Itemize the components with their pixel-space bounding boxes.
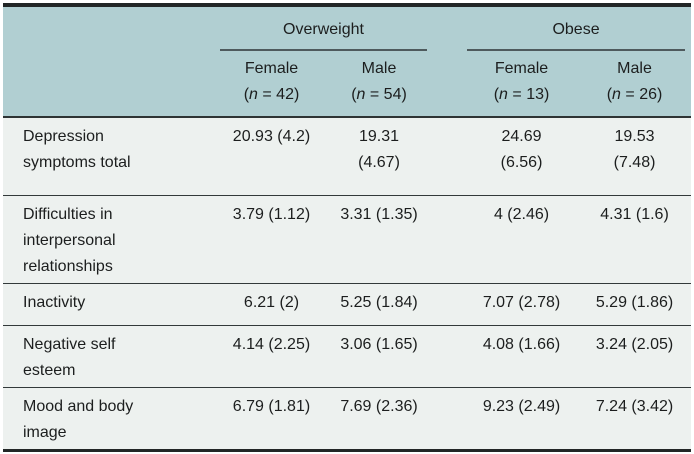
sex-label: Male [617,59,652,77]
gutter-cell [433,283,466,325]
sex-label: Male [361,59,397,77]
value-cell: 7.07 (2.78) [465,283,579,325]
row-label: Difficulties in interpersonal relationsh… [3,195,218,283]
group-header-row: Overweight Obese [3,7,692,117]
sample-size: (n = 13) [465,82,578,108]
value-cell: 6.79 (1.81) [218,387,325,449]
table-row-mood-and-body-image: Mood and body image 6.79 (1.81) 7.69 (2.… [3,387,692,449]
column-header-obese-female: Female (n = 13) [465,51,579,117]
group-header-obese: Obese [465,7,692,51]
subgroup-header-row: Female (n = 42) Male (n = 54) Female (n … [3,51,692,117]
value-cell: 9.23 (2.49) [465,387,579,449]
n-open: ( [351,85,357,103]
row-label: Mood and body image [3,387,218,449]
table-row-difficulties-interpersonal-relationships: Difficulties in interpersonal relationsh… [3,195,692,283]
value-cell: 5.29 (1.86) [578,283,692,325]
row-label: Depression symptoms total [3,117,218,195]
column-header-overweight-male: Male (n = 54) [325,51,434,117]
n-symbol: n [249,85,258,103]
n-open: ( [493,85,500,103]
value-cell: 4.14 (2.25) [218,325,325,387]
column-header-obese-male: Male (n = 26) [578,51,692,117]
gutter-cell [433,195,466,283]
group-label-overweight: Overweight [220,18,428,51]
gutter-cell [433,387,466,449]
corner-cell [3,7,218,117]
value-cell: 4 (2.46) [465,195,579,283]
value-cell: 4.08 (1.66) [465,325,579,387]
descriptives-table: Overweight Obese Female (n = 42) Male (n… [3,7,692,449]
sex-label: Female [244,59,299,77]
value-cell: 3.79 (1.12) [218,195,325,283]
group-header-overweight: Overweight [218,7,434,51]
column-header-overweight-female: Female (n = 42) [218,51,325,117]
table-row-depression-symptoms-total: Depression symptoms total 20.93 (4.2) 19… [3,117,692,195]
gutter-cell [433,117,466,195]
table-header: Overweight Obese Female (n = 42) Male (n… [3,7,692,117]
table-row-negative-self-esteem: Negative self esteem 4.14 (2.25) 3.06 (1… [3,325,692,387]
value-cell: 3.31 (1.35) [325,195,434,283]
n-symbol: n [356,85,366,103]
n-value: = 13) [507,85,550,103]
value-cell: 7.69 (2.36) [325,387,434,449]
row-label: Negative self esteem [3,325,218,387]
sample-size: (n = 42) [218,82,325,108]
n-value: = 54) [365,85,407,103]
n-value: = 26) [620,85,663,103]
value-cell: 19.31 (4.67) [325,117,434,195]
table-body: Depression symptoms total 20.93 (4.2) 19… [3,117,692,449]
value-cell: 3.06 (1.65) [325,325,434,387]
value-cell: 19.53 (7.48) [578,117,692,195]
n-value: = 42) [257,85,300,103]
value-cell: 5.25 (1.84) [325,283,434,325]
header-gutter [433,7,466,117]
sex-label: Female [494,59,549,77]
group-label-obese: Obese [467,18,686,51]
table-row-inactivity: Inactivity 6.21 (2) 5.25 (1.84) 7.07 (2.… [3,283,692,325]
row-label: Inactivity [3,283,218,325]
sample-size: (n = 26) [578,82,691,108]
value-cell: 7.24 (3.42) [578,387,692,449]
n-symbol: n [612,85,621,103]
value-cell: 24.69 (6.56) [465,117,579,195]
value-cell: 3.24 (2.05) [578,325,692,387]
n-open: ( [606,85,613,103]
statistics-table-wrapper: Overweight Obese Female (n = 42) Male (n… [3,3,692,452]
n-symbol: n [499,85,508,103]
value-cell: 4.31 (1.6) [578,195,692,283]
n-open: ( [243,85,250,103]
gutter-cell [433,325,466,387]
value-cell: 6.21 (2) [218,283,325,325]
value-cell: 20.93 (4.2) [218,117,325,195]
sample-size: (n = 54) [325,82,433,108]
